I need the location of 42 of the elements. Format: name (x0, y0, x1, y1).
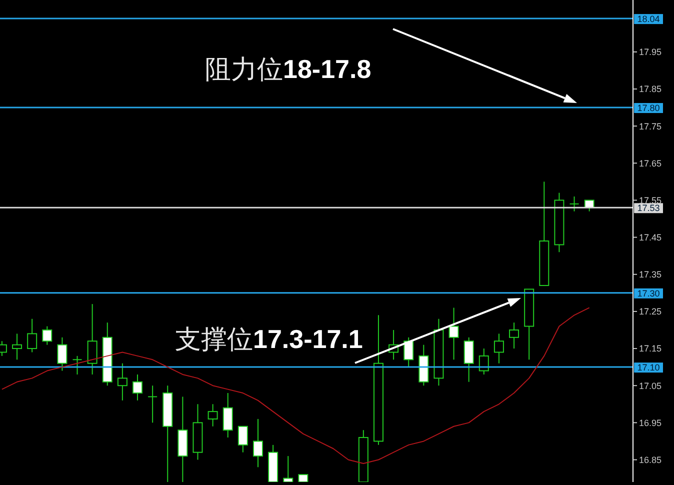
y-tick-label: 17.65 (639, 158, 662, 168)
candlestick (509, 322, 520, 350)
candlestick (252, 418, 263, 468)
y-tick-label: 17.45 (639, 232, 662, 242)
ref-line-label: 17.80 (637, 103, 660, 114)
candlestick (27, 318, 38, 353)
y-tick-label: 16.95 (639, 418, 662, 428)
y-tick-label: 17.55 (639, 195, 662, 206)
candlestick (464, 336, 474, 382)
line-series (1, 307, 590, 464)
candlestick (404, 336, 414, 368)
y-tick-label: 17.25 (639, 306, 662, 317)
ref-line-label: 17.10 (637, 362, 660, 373)
candlestick (12, 333, 22, 360)
candlestick (569, 196, 580, 212)
candlestick (584, 200, 594, 212)
annotation: 支撑位17.3-17.1 (175, 324, 363, 354)
candlestick (72, 355, 82, 375)
candlestick (148, 385, 158, 424)
candlestick (57, 336, 68, 372)
candlestick (87, 304, 98, 375)
ref-line-label: 17.53 (637, 203, 660, 214)
y-tick-label: 17.35 (639, 270, 662, 280)
candlestick (448, 307, 459, 360)
candlestick (117, 362, 128, 401)
y-tick-label: 17.15 (639, 344, 662, 354)
candlestick (494, 333, 504, 364)
candlestick (238, 426, 248, 453)
y-tick-label: 17.05 (639, 380, 662, 391)
annotation: 阻力位18-17.8 (205, 54, 372, 84)
candlestick (132, 374, 143, 401)
candlestick (222, 392, 233, 438)
candlestick (42, 326, 52, 346)
candlestick (208, 404, 218, 427)
y-tick-label: 17.75 (639, 121, 662, 132)
candlestick (478, 348, 489, 375)
y-tick-label: 16.85 (639, 454, 662, 465)
y-tick-label: 17.95 (639, 47, 662, 58)
candlestick (283, 456, 294, 482)
ref-line-label: 18.04 (637, 14, 660, 24)
ref-line-label: 17.30 (637, 288, 660, 298)
y-tick-label: 17.85 (639, 84, 662, 94)
